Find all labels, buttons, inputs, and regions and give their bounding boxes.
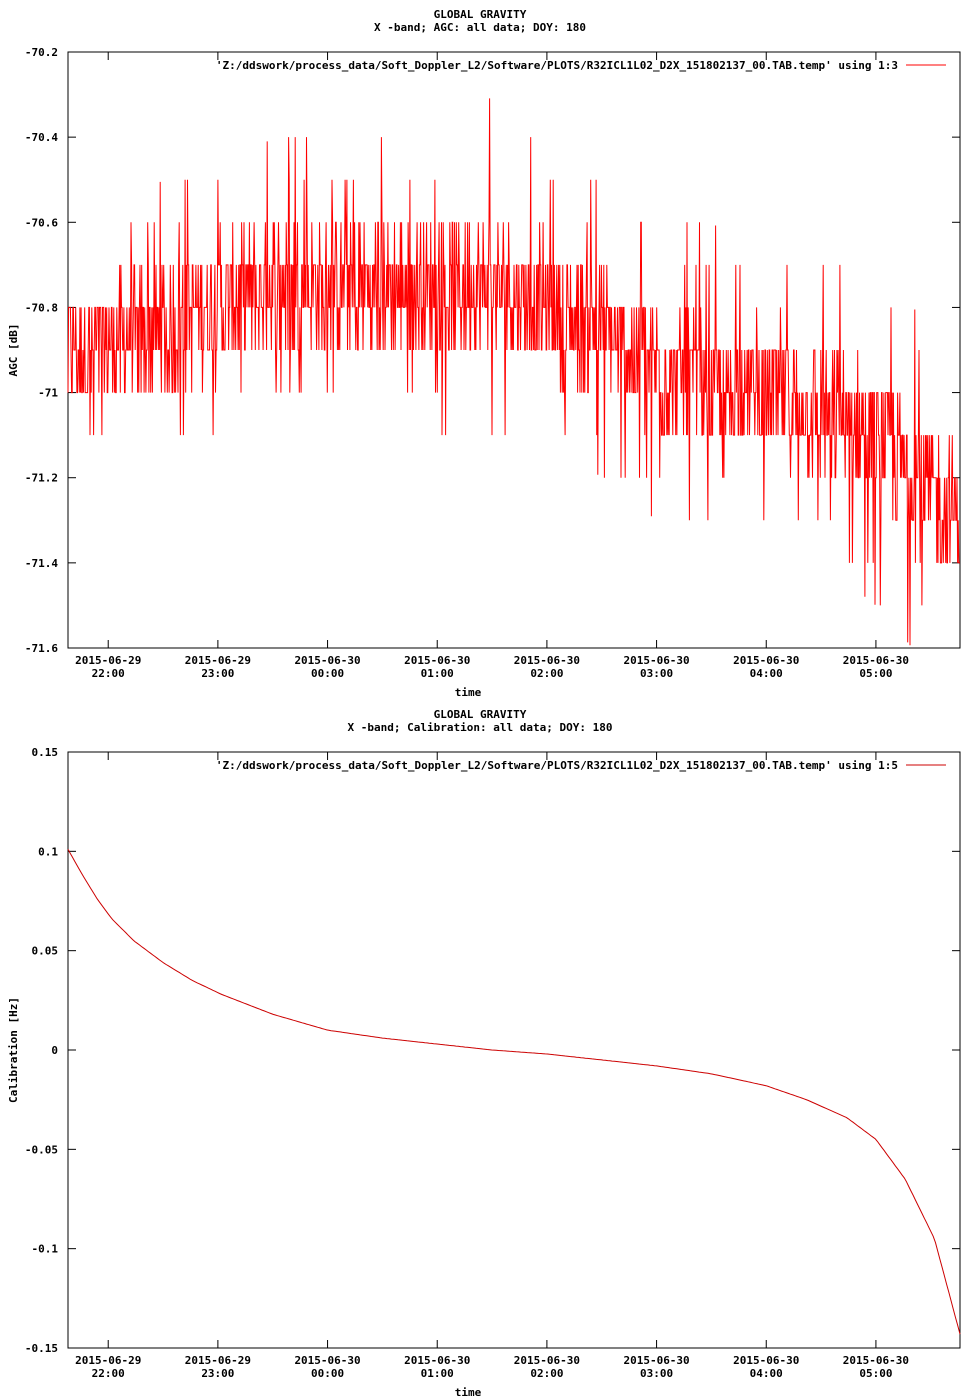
chart-subtitle: X -band; AGC: all data; DOY: 180 bbox=[374, 21, 586, 34]
x-tick-label-time: 05:00 bbox=[859, 667, 892, 680]
x-tick-label-date: 2015-06-30 bbox=[404, 654, 470, 667]
x-tick-label-time: 00:00 bbox=[311, 667, 344, 680]
x-axis-label: time bbox=[455, 686, 482, 699]
chart-subtitle: X -band; Calibration: all data; DOY: 180 bbox=[348, 721, 613, 734]
x-tick-label-time: 01:00 bbox=[421, 1367, 454, 1380]
x-tick-label-date: 2015-06-30 bbox=[294, 654, 360, 667]
x-tick-label-time: 22:00 bbox=[92, 1367, 125, 1380]
x-tick-label-date: 2015-06-29 bbox=[75, 654, 141, 667]
x-tick-label-date: 2015-06-30 bbox=[623, 654, 689, 667]
series-line bbox=[67, 98, 960, 646]
x-tick-label-date: 2015-06-30 bbox=[843, 654, 909, 667]
y-tick-label: 0.05 bbox=[32, 945, 59, 958]
x-tick-label-time: 04:00 bbox=[750, 1367, 783, 1380]
chart-title: GLOBAL GRAVITY bbox=[434, 8, 527, 21]
x-tick-label-time: 22:00 bbox=[92, 667, 125, 680]
y-tick-label: -70.4 bbox=[25, 131, 58, 144]
y-tick-label: -71 bbox=[38, 387, 58, 400]
x-tick-label-time: 03:00 bbox=[640, 667, 673, 680]
x-tick-label-date: 2015-06-30 bbox=[514, 1354, 580, 1367]
x-tick-label-date: 2015-06-30 bbox=[843, 1354, 909, 1367]
x-tick-label-date: 2015-06-29 bbox=[185, 1354, 251, 1367]
y-tick-label: 0.1 bbox=[38, 845, 58, 858]
chart-title: GLOBAL GRAVITY bbox=[434, 708, 527, 721]
x-tick-label-time: 23:00 bbox=[201, 1367, 234, 1380]
x-axis-label: time bbox=[455, 1386, 482, 1399]
y-axis-label: AGC [dB] bbox=[7, 324, 20, 377]
x-tick-label-time: 00:00 bbox=[311, 1367, 344, 1380]
y-tick-label: -71.2 bbox=[25, 472, 58, 485]
x-tick-label-time: 02:00 bbox=[530, 1367, 563, 1380]
x-tick-label-time: 05:00 bbox=[859, 1367, 892, 1380]
x-tick-label-date: 2015-06-30 bbox=[404, 1354, 470, 1367]
x-tick-label-time: 04:00 bbox=[750, 667, 783, 680]
x-tick-label-date: 2015-06-30 bbox=[623, 1354, 689, 1367]
x-tick-label-time: 01:00 bbox=[421, 667, 454, 680]
y-tick-label: 0.15 bbox=[32, 746, 59, 759]
x-tick-label-time: 03:00 bbox=[640, 1367, 673, 1380]
legend-entry: 'Z:/ddswork/process_data/Soft_Doppler_L2… bbox=[216, 759, 898, 772]
y-tick-label: -70.8 bbox=[25, 301, 58, 314]
x-tick-label-date: 2015-06-30 bbox=[733, 1354, 799, 1367]
x-tick-label-date: 2015-06-30 bbox=[514, 654, 580, 667]
x-tick-label-date: 2015-06-30 bbox=[294, 1354, 360, 1367]
x-tick-label-date: 2015-06-29 bbox=[75, 1354, 141, 1367]
y-tick-label: -70.2 bbox=[25, 46, 58, 59]
y-tick-label: 0 bbox=[51, 1044, 58, 1057]
series-line bbox=[67, 849, 961, 1335]
legend-entry: 'Z:/ddswork/process_data/Soft_Doppler_L2… bbox=[216, 59, 898, 72]
y-tick-label: -0.15 bbox=[25, 1342, 58, 1355]
y-axis-label: Calibration [Hz] bbox=[7, 997, 20, 1103]
y-tick-label: -70.6 bbox=[25, 216, 58, 229]
x-tick-label-date: 2015-06-29 bbox=[185, 654, 251, 667]
y-tick-label: -0.05 bbox=[25, 1143, 58, 1156]
x-tick-label-time: 02:00 bbox=[530, 667, 563, 680]
x-tick-label-time: 23:00 bbox=[201, 667, 234, 680]
y-tick-label: -71.6 bbox=[25, 642, 58, 655]
y-tick-label: -0.1 bbox=[32, 1243, 59, 1256]
y-tick-label: -71.4 bbox=[25, 557, 58, 570]
plot-frame bbox=[67, 751, 961, 1349]
x-tick-label-date: 2015-06-30 bbox=[733, 654, 799, 667]
